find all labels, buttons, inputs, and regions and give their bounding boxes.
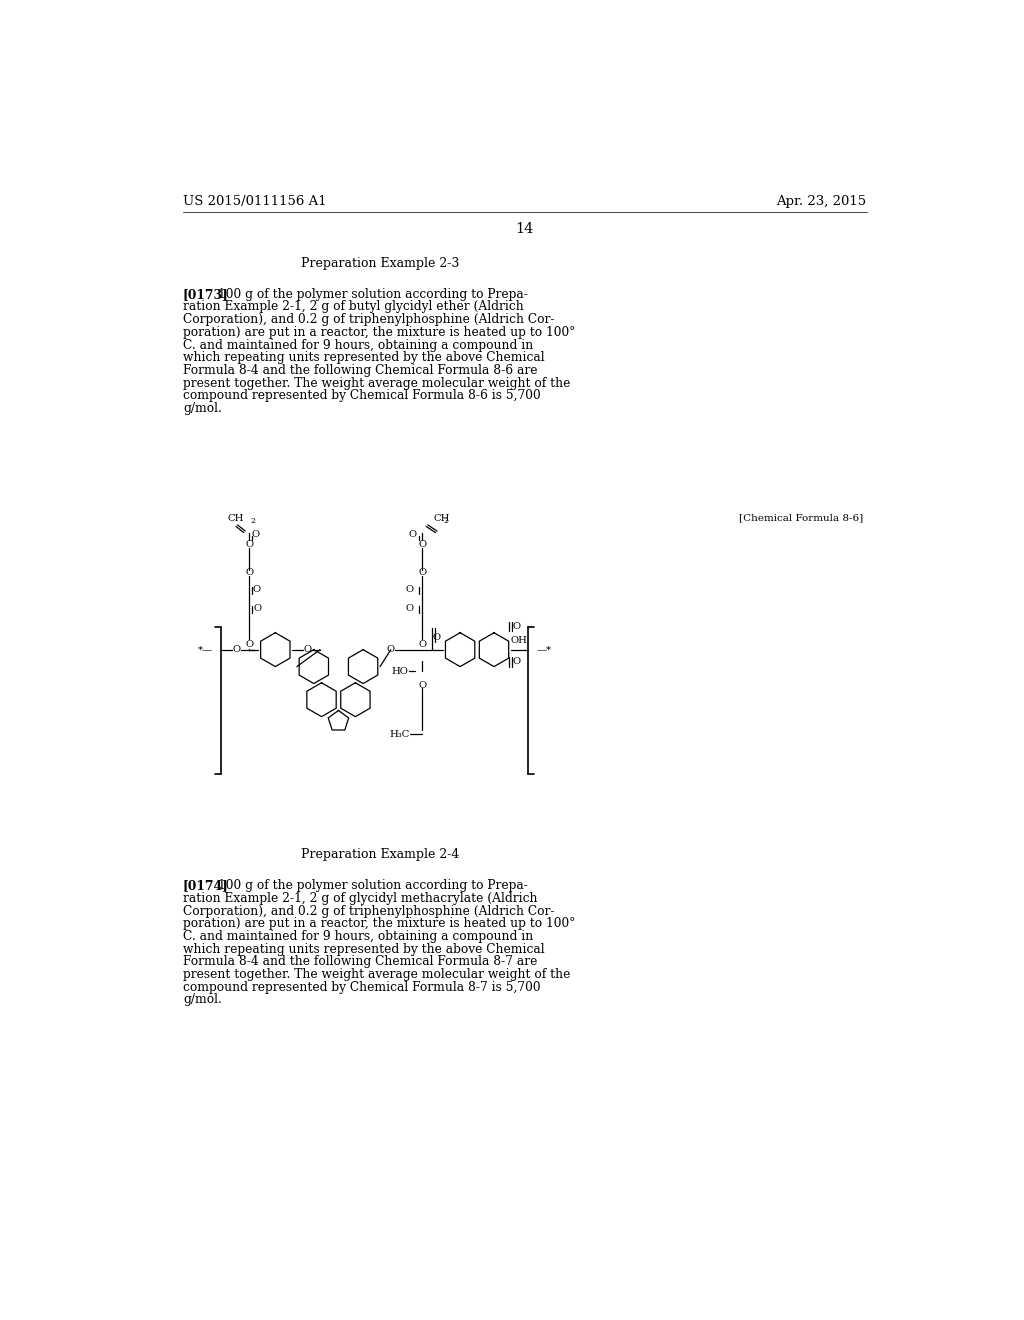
Text: O: O (406, 603, 414, 612)
Text: OH: OH (511, 636, 527, 645)
Text: which repeating units represented by the above Chemical: which repeating units represented by the… (183, 351, 545, 364)
Text: g/mol.: g/mol. (183, 403, 222, 414)
Text: CH: CH (434, 515, 451, 523)
Text: Corporation), and 0.2 g of triphenylphosphine (Aldrich Cor-: Corporation), and 0.2 g of triphenylphos… (183, 313, 554, 326)
Text: O: O (254, 603, 262, 612)
Text: Preparation Example 2-4: Preparation Example 2-4 (301, 849, 459, 862)
Text: H₃C: H₃C (390, 730, 410, 739)
Text: C. and maintained for 9 hours, obtaining a compound in: C. and maintained for 9 hours, obtaining… (183, 339, 534, 351)
Text: O: O (245, 568, 253, 577)
Text: O: O (252, 531, 259, 540)
Text: O: O (409, 531, 417, 540)
Text: Preparation Example 2-3: Preparation Example 2-3 (301, 257, 459, 271)
Text: 14: 14 (516, 222, 534, 235)
Text: 100 g of the polymer solution according to Prepa-: 100 g of the polymer solution according … (218, 288, 528, 301)
Text: g/mol.: g/mol. (183, 994, 222, 1006)
Text: ration Example 2-1, 2 g of glycidyl methacrylate (Aldrich: ration Example 2-1, 2 g of glycidyl meth… (183, 892, 538, 904)
Text: —*: —* (537, 645, 552, 655)
Text: O: O (512, 622, 520, 631)
Text: O: O (512, 657, 520, 667)
Text: O: O (419, 540, 426, 549)
Text: [Chemical Formula 8-6]: [Chemical Formula 8-6] (738, 513, 863, 523)
Text: HO: HO (391, 667, 409, 676)
Text: O: O (387, 645, 395, 655)
Text: [0173]: [0173] (183, 288, 228, 301)
Text: O: O (245, 540, 253, 549)
Text: Apr. 23, 2015: Apr. 23, 2015 (776, 195, 866, 209)
Text: *—: *— (198, 645, 213, 655)
Text: Corporation), and 0.2 g of triphenylphosphine (Aldrich Cor-: Corporation), and 0.2 g of triphenylphos… (183, 904, 554, 917)
Text: O: O (419, 681, 426, 689)
Text: O: O (406, 585, 414, 594)
Text: poration) are put in a reactor, the mixture is heated up to 100°: poration) are put in a reactor, the mixt… (183, 917, 575, 931)
Text: O: O (419, 640, 426, 648)
Text: 2: 2 (443, 517, 449, 525)
Text: O: O (303, 645, 311, 655)
Text: O: O (419, 568, 426, 577)
Text: which repeating units represented by the above Chemical: which repeating units represented by the… (183, 942, 545, 956)
Text: poration) are put in a reactor, the mixture is heated up to 100°: poration) are put in a reactor, the mixt… (183, 326, 575, 339)
Text: 100 g of the polymer solution according to Prepa-: 100 g of the polymer solution according … (218, 879, 528, 892)
Text: Formula 8-4 and the following Chemical Formula 8-6 are: Formula 8-4 and the following Chemical F… (183, 364, 538, 378)
Text: Formula 8-4 and the following Chemical Formula 8-7 are: Formula 8-4 and the following Chemical F… (183, 956, 538, 969)
Text: O: O (253, 585, 261, 594)
Text: ration Example 2-1, 2 g of butyl glycidyl ether (Aldrich: ration Example 2-1, 2 g of butyl glycidy… (183, 301, 523, 313)
Text: C. and maintained for 9 hours, obtaining a compound in: C. and maintained for 9 hours, obtaining… (183, 929, 534, 942)
Text: O: O (433, 632, 441, 642)
Text: present together. The weight average molecular weight of the: present together. The weight average mol… (183, 968, 570, 981)
Text: present together. The weight average molecular weight of the: present together. The weight average mol… (183, 376, 570, 389)
Text: 2: 2 (251, 517, 256, 525)
Text: compound represented by Chemical Formula 8-7 is 5,700: compound represented by Chemical Formula… (183, 981, 541, 994)
Text: O: O (245, 640, 253, 648)
Text: compound represented by Chemical Formula 8-6 is 5,700: compound represented by Chemical Formula… (183, 389, 541, 403)
Text: O: O (232, 645, 241, 655)
Text: CH: CH (227, 515, 244, 523)
Text: US 2015/0111156 A1: US 2015/0111156 A1 (183, 195, 327, 209)
Text: [0174]: [0174] (183, 879, 228, 892)
